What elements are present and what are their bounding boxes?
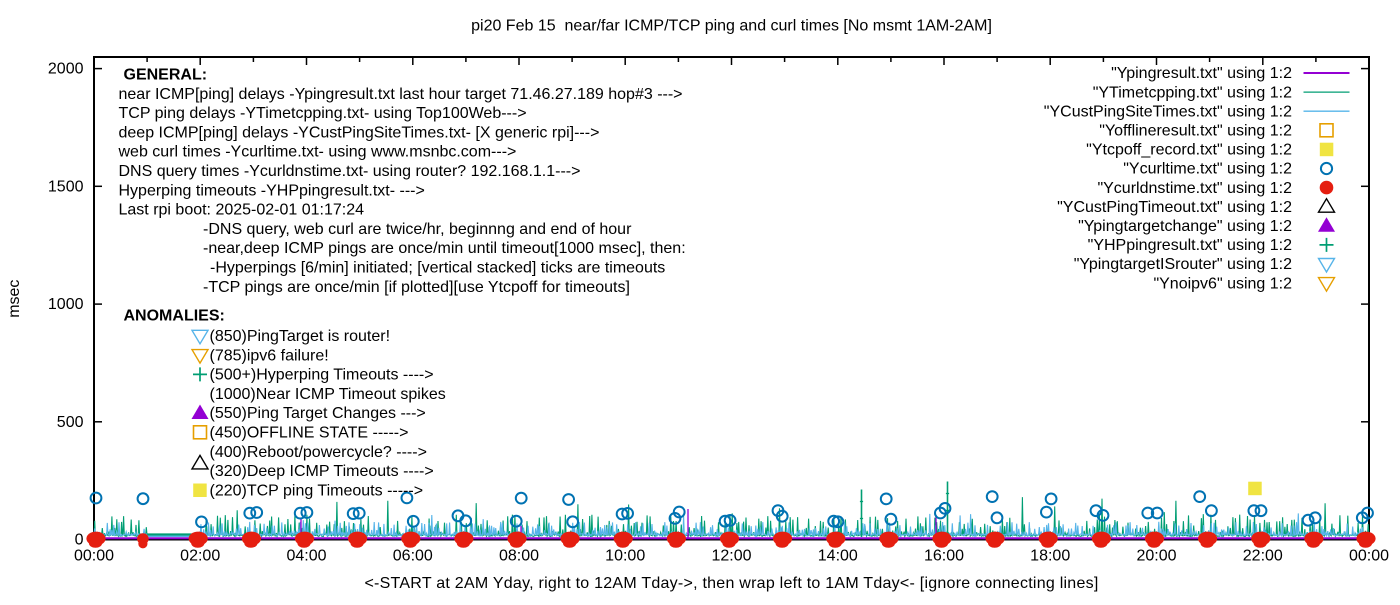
svg-text:Hyperping timeouts -YHPpingres: Hyperping timeouts -YHPpingresult.txt- -… bbox=[119, 182, 425, 199]
svg-text:1500: 1500 bbox=[48, 178, 84, 195]
svg-text:"YCustPingSiteTimes.txt" using: "YCustPingSiteTimes.txt" using 1:2 bbox=[1044, 103, 1292, 120]
svg-text:-DNS query, web curl are twice: -DNS query, web curl are twice/hr, begin… bbox=[203, 221, 632, 238]
svg-text:(320)Deep ICMP Timeouts ---->: (320)Deep ICMP Timeouts ----> bbox=[210, 463, 434, 480]
svg-text:"YCustPingTimeout.txt" using 1: "YCustPingTimeout.txt" using 1:2 bbox=[1057, 199, 1292, 216]
svg-text:deep ICMP[ping] delays -YCustP: deep ICMP[ping] delays -YCustPingSiteTim… bbox=[119, 124, 600, 141]
svg-text:08:00: 08:00 bbox=[499, 548, 539, 565]
svg-text:00:00: 00:00 bbox=[1349, 548, 1389, 565]
svg-text:"Ytcpoff_record.txt" using 1:2: "Ytcpoff_record.txt" using 1:2 bbox=[1086, 142, 1292, 159]
svg-text:msec: msec bbox=[6, 280, 23, 318]
svg-text:-near,deep ICMP pings are once: -near,deep ICMP pings are once/min until… bbox=[203, 240, 686, 257]
svg-text:02:00: 02:00 bbox=[180, 548, 220, 565]
svg-text:10:00: 10:00 bbox=[605, 548, 645, 565]
svg-text:-TCP pings are once/min [if pl: -TCP pings are once/min [if plotted][use… bbox=[203, 279, 630, 296]
svg-text:1000: 1000 bbox=[48, 296, 84, 313]
svg-text:"YHPpingresult.txt" using 1:2: "YHPpingresult.txt" using 1:2 bbox=[1088, 237, 1292, 254]
svg-text:2000: 2000 bbox=[48, 61, 84, 78]
svg-text:DNS query times -Ycurldnstime.: DNS query times -Ycurldnstime.txt- using… bbox=[119, 163, 581, 180]
svg-text:"Ypingtargetchange" using 1:2: "Ypingtargetchange" using 1:2 bbox=[1078, 218, 1292, 235]
svg-text:Last rpi boot: 2025-02-01 01:1: Last rpi boot: 2025-02-01 01:17:24 bbox=[119, 202, 365, 219]
svg-text:(785)ipv6 failure!: (785)ipv6 failure! bbox=[210, 347, 329, 364]
svg-text:"Ycurldnstime.txt" using 1:2: "Ycurldnstime.txt" using 1:2 bbox=[1097, 180, 1292, 197]
svg-text:(220)TCP ping Timeouts ----->: (220)TCP ping Timeouts -----> bbox=[210, 482, 424, 499]
svg-text:16:00: 16:00 bbox=[924, 548, 964, 565]
svg-text:GENERAL:: GENERAL: bbox=[124, 67, 208, 84]
svg-text:"Ynoipv6" using 1:2: "Ynoipv6" using 1:2 bbox=[1153, 275, 1292, 292]
svg-text:06:00: 06:00 bbox=[393, 548, 433, 565]
svg-text:ANOMALIES:: ANOMALIES: bbox=[124, 308, 225, 325]
svg-text:(500+)Hyperping Timeouts ---->: (500+)Hyperping Timeouts ----> bbox=[210, 367, 434, 384]
svg-text:00:00: 00:00 bbox=[74, 548, 114, 565]
svg-text:<-START at 2AM Yday, right to: <-START at 2AM Yday, right to 12AM Tday-… bbox=[364, 575, 1098, 592]
svg-text:(550)Ping Target Changes --->: (550)Ping Target Changes ---> bbox=[210, 405, 426, 422]
svg-text:near ICMP[ping] delays -Ypingr: near ICMP[ping] delays -Ypingresult.txt … bbox=[119, 86, 683, 103]
svg-text:web curl times -Ycurltime.txt-: web curl times -Ycurltime.txt- using www… bbox=[118, 144, 517, 161]
svg-text:pi20 Feb 15 near/far ICMP/TCP: pi20 Feb 15 near/far ICMP/TCP ping and c… bbox=[471, 18, 992, 35]
svg-text:"Yofflineresult.txt" using 1:2: "Yofflineresult.txt" using 1:2 bbox=[1099, 123, 1292, 140]
svg-text:(400)Reboot/powercycle? ---->: (400)Reboot/powercycle? ----> bbox=[210, 444, 427, 461]
svg-text:500: 500 bbox=[57, 414, 84, 431]
svg-text:"YpingtargetISrouter" using 1:: "YpingtargetISrouter" using 1:2 bbox=[1074, 256, 1292, 273]
svg-text:"YTimetcpping.txt" using 1:2: "YTimetcpping.txt" using 1:2 bbox=[1093, 84, 1292, 101]
svg-text:20:00: 20:00 bbox=[1136, 548, 1176, 565]
svg-text:(1000)Near ICMP Timeout spikes: (1000)Near ICMP Timeout spikes bbox=[210, 386, 446, 403]
svg-text:"Ypingresult.txt" using 1:2: "Ypingresult.txt" using 1:2 bbox=[1111, 65, 1292, 82]
svg-text:(450)OFFLINE STATE ----->: (450)OFFLINE STATE -----> bbox=[210, 425, 409, 442]
svg-text:12:00: 12:00 bbox=[711, 548, 751, 565]
svg-text:22:00: 22:00 bbox=[1243, 548, 1283, 565]
svg-text:0: 0 bbox=[75, 532, 84, 549]
svg-text:14:00: 14:00 bbox=[818, 548, 858, 565]
svg-text:(850)PingTarget is router!: (850)PingTarget is router! bbox=[210, 328, 391, 345]
svg-text:04:00: 04:00 bbox=[286, 548, 326, 565]
svg-text:18:00: 18:00 bbox=[1030, 548, 1070, 565]
svg-text:TCP ping delays -YTimetcpping.: TCP ping delays -YTimetcpping.txt- using… bbox=[119, 105, 527, 122]
svg-text:"Ycurltime.txt" using 1:2: "Ycurltime.txt" using 1:2 bbox=[1123, 161, 1292, 178]
svg-text:-Hyperpings [6/min] initiated;: -Hyperpings [6/min] initiated; [vertical… bbox=[210, 260, 665, 277]
